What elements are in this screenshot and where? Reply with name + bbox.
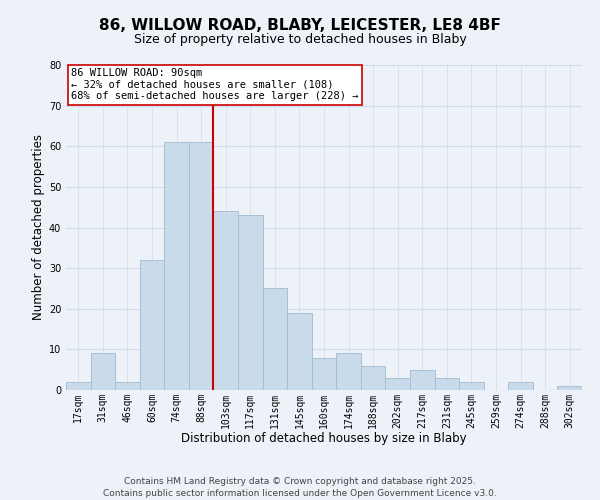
- Bar: [238, 216, 263, 390]
- Y-axis label: Number of detached properties: Number of detached properties: [32, 134, 44, 320]
- Bar: [164, 142, 189, 390]
- Bar: [336, 354, 361, 390]
- Text: 86, WILLOW ROAD, BLABY, LEICESTER, LE8 4BF: 86, WILLOW ROAD, BLABY, LEICESTER, LE8 4…: [99, 18, 501, 32]
- Bar: [361, 366, 385, 390]
- Bar: [287, 313, 312, 390]
- Bar: [214, 211, 238, 390]
- Bar: [385, 378, 410, 390]
- Bar: [66, 382, 91, 390]
- Bar: [557, 386, 582, 390]
- Bar: [91, 354, 115, 390]
- Bar: [434, 378, 459, 390]
- Bar: [508, 382, 533, 390]
- Bar: [459, 382, 484, 390]
- X-axis label: Distribution of detached houses by size in Blaby: Distribution of detached houses by size …: [181, 432, 467, 445]
- Bar: [410, 370, 434, 390]
- Bar: [115, 382, 140, 390]
- Bar: [312, 358, 336, 390]
- Bar: [140, 260, 164, 390]
- Bar: [263, 288, 287, 390]
- Text: 86 WILLOW ROAD: 90sqm
← 32% of detached houses are smaller (108)
68% of semi-det: 86 WILLOW ROAD: 90sqm ← 32% of detached …: [71, 68, 359, 102]
- Text: Contains HM Land Registry data © Crown copyright and database right 2025.
Contai: Contains HM Land Registry data © Crown c…: [103, 476, 497, 498]
- Bar: [189, 142, 214, 390]
- Text: Size of property relative to detached houses in Blaby: Size of property relative to detached ho…: [134, 32, 466, 46]
